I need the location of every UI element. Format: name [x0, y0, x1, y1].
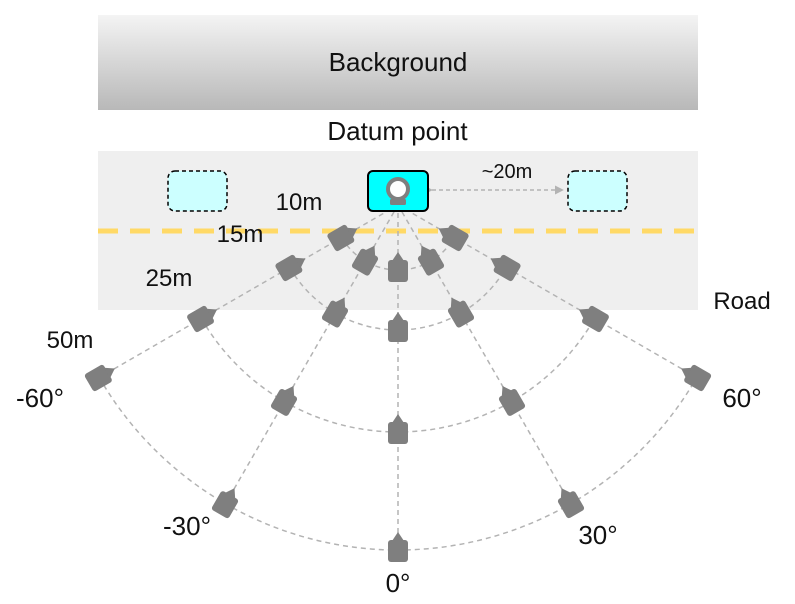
- angle-label-0: 0°: [386, 568, 411, 598]
- camera-icon: [187, 305, 218, 333]
- datum-point-label: Datum point: [327, 116, 468, 146]
- angle-label-neg30: -30°: [163, 511, 211, 541]
- camera-icon: [681, 364, 712, 392]
- distance-label-50m: 50m: [47, 327, 94, 354]
- angle-label-neg60: -60°: [16, 383, 64, 413]
- distance-label-10m: 10m: [276, 189, 323, 216]
- camera-icon: [438, 224, 469, 252]
- camera-icon: [388, 532, 408, 562]
- camera-icon: [447, 297, 475, 328]
- datum-camera-icon: [367, 170, 429, 212]
- camera-icon: [327, 224, 358, 252]
- road-label: Road: [713, 288, 770, 315]
- cameras: [84, 224, 712, 562]
- spacing-label: ~20m: [482, 161, 533, 183]
- camera-icon: [388, 414, 408, 444]
- vehicle-right: [567, 170, 628, 212]
- background-label: Background: [328, 47, 468, 77]
- camera-icon: [388, 312, 408, 342]
- vehicle-left: [167, 170, 228, 212]
- angle-label-60: 60°: [722, 383, 761, 413]
- camera-icon: [557, 488, 585, 519]
- camera-icon: [84, 364, 115, 392]
- camera-icon: [388, 252, 408, 282]
- camera-icon: [321, 297, 349, 328]
- background-area: [98, 15, 698, 110]
- camera-icon: [211, 488, 239, 519]
- camera-icon: [498, 385, 526, 416]
- angle-label-30: 30°: [578, 520, 617, 550]
- camera-icon: [351, 245, 379, 276]
- camera-icon: [270, 385, 298, 416]
- distance-label-25m: 25m: [146, 265, 193, 292]
- camera-icon: [417, 245, 445, 276]
- distance-label-15m: 15m: [217, 221, 264, 248]
- camera-icon: [578, 305, 609, 333]
- camera-icon: [490, 254, 521, 282]
- camera-icon: [275, 254, 306, 282]
